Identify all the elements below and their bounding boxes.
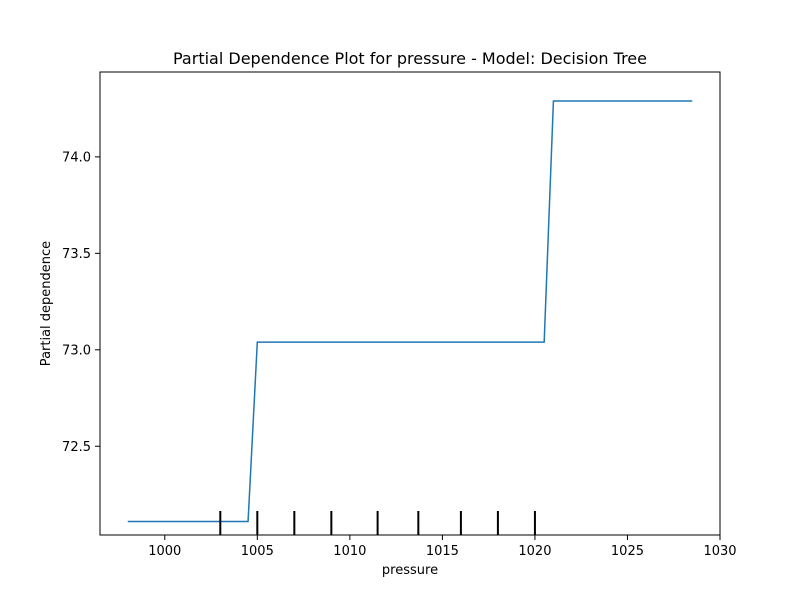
y-tick-label-3: 74.0	[62, 150, 91, 165]
y-tick-label-1: 73.0	[62, 343, 91, 358]
axis-ticks: 1000 1005 1010 1015 1020 1025 1030 72.5 73.0 73.5…	[62, 150, 737, 559]
y-axis-label: Partial dependence	[39, 241, 54, 366]
x-tick-label-5: 1025	[611, 544, 644, 559]
x-tick-label-6: 1030	[703, 544, 736, 559]
plot-frame	[99, 71, 721, 536]
x-tick-label-0: 1000	[148, 544, 181, 559]
x-tick-label-3: 1015	[426, 544, 459, 559]
y-tick-label-2: 73.5	[62, 247, 91, 262]
series-line-0	[127, 100, 693, 523]
x-axis-label: pressure	[382, 563, 438, 578]
chart-title: Partial Dependence Plot for pressure - M…	[173, 49, 647, 68]
y-tick-label-0: 72.5	[62, 440, 91, 455]
plot-area	[127, 100, 693, 535]
x-tick-label-1: 1005	[241, 544, 274, 559]
x-tick-label-4: 1020	[518, 544, 551, 559]
x-tick-label-2: 1010	[333, 544, 366, 559]
